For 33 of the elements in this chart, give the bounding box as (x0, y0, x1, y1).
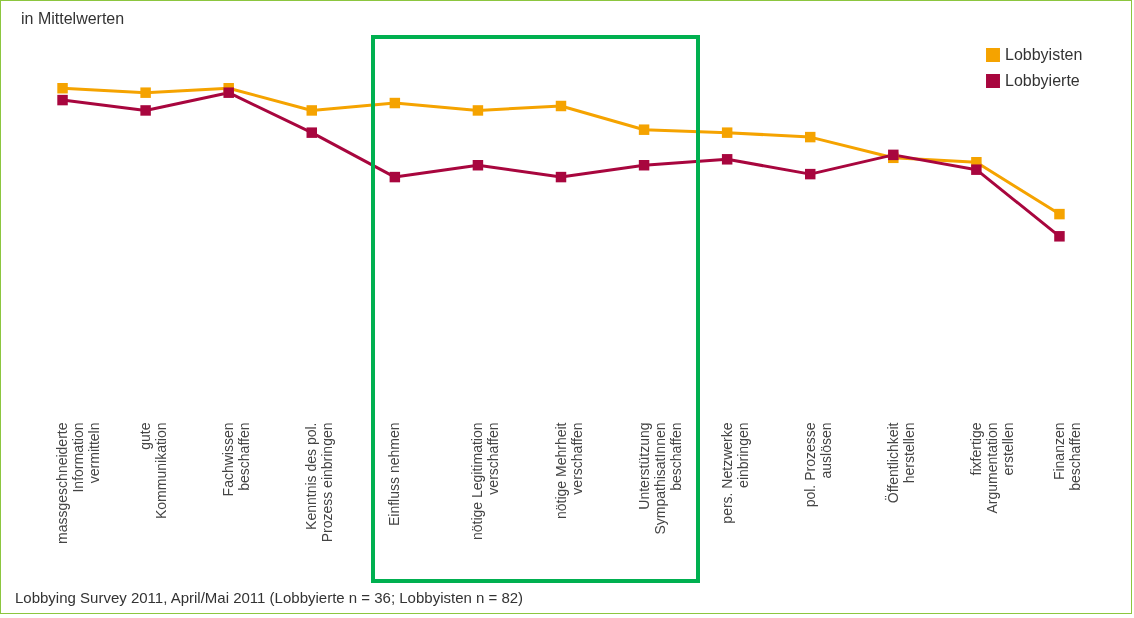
point (971, 164, 982, 175)
x-tick-label: pol. Prozesse auslösen (801, 422, 834, 508)
chart-title: in Mittelwerten (21, 10, 125, 27)
point (638, 124, 650, 135)
point (306, 127, 318, 138)
point (140, 87, 151, 98)
point (306, 105, 318, 116)
x-tick-label: massgeschneiderte Information vermitteln (54, 422, 103, 544)
point (472, 105, 484, 116)
legend-label: Lobbyierte (1005, 72, 1080, 89)
point (721, 127, 733, 138)
point (804, 168, 816, 180)
point (140, 105, 151, 116)
x-tick-label: Öffentlichkeit herstellen (883, 422, 917, 504)
point (1054, 208, 1065, 220)
point (389, 97, 401, 109)
point (804, 131, 816, 143)
x-tick-label: Einfluss nehmen (386, 422, 403, 527)
point (389, 171, 401, 183)
point (57, 94, 68, 106)
point (57, 82, 68, 94)
point (472, 159, 484, 171)
point (638, 159, 650, 171)
text: Lobbying Survey 2011, April/Mai 2011 (Lobbyierte n = 36; Lobbyisten n = 82) (15, 589, 524, 606)
point (1054, 231, 1065, 242)
point (721, 154, 733, 165)
point (555, 171, 567, 183)
point (223, 87, 234, 98)
point (555, 100, 567, 112)
x-tick-label: Fachwissen beschaffen (220, 422, 253, 497)
x-tick-label: nötige Legitimation verschaffen (469, 422, 502, 541)
legend-label: Lobbyisten (1005, 46, 1083, 63)
x-tick-label: fixfertige Argumentation erstellen (967, 422, 1016, 514)
